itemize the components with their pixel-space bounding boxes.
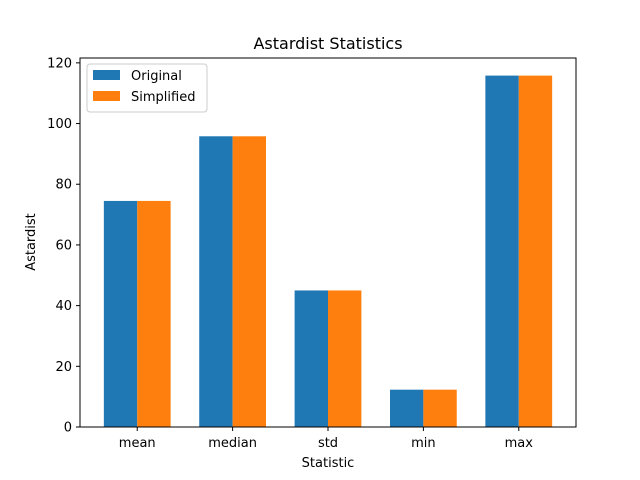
bar-original-median [199,136,233,428]
y-tick-label: 120 [47,56,72,71]
y-tick-label: 80 [55,178,72,193]
bar-simplified-median [232,136,266,428]
x-tick-label-std: std [318,436,338,451]
bar-simplified-std [328,290,362,427]
plot-frame [79,57,577,428]
bar-original-min [390,389,424,427]
legend-swatch-simplified [93,91,120,101]
legend-swatch-original [93,70,120,80]
legend-label-original: Original [131,69,182,84]
x-tick-label-max: max [505,436,534,451]
legend-label-simplified: Simplified [131,90,195,105]
y-tick-label: 60 [55,238,72,253]
bar-original-std [294,290,328,427]
bar-simplified-min [423,389,457,427]
x-axis-label: Statistic [302,456,355,471]
bars-group [103,75,553,428]
x-tick-label-median: median [208,436,257,451]
y-tick-label: 20 [55,360,72,375]
x-axis-ticks: mean median std min max [119,427,533,451]
y-tick-label: 0 [64,421,72,436]
x-tick-label-min: min [411,436,436,451]
legend: Original Simplified [86,63,208,113]
y-tick-label: 40 [55,299,72,314]
x-tick-label-mean: mean [119,436,156,451]
y-tick-label: 100 [47,117,72,132]
y-axis-label: Astardist [24,213,39,271]
y-axis-ticks: 0 20 40 60 80 100 120 [47,56,80,436]
bar-simplified-mean [137,200,171,427]
chart-title: Astardist Statistics [253,34,402,53]
bar-original-mean [103,200,138,427]
bar-simplified-max [518,75,553,427]
bar-original-max [485,75,519,427]
